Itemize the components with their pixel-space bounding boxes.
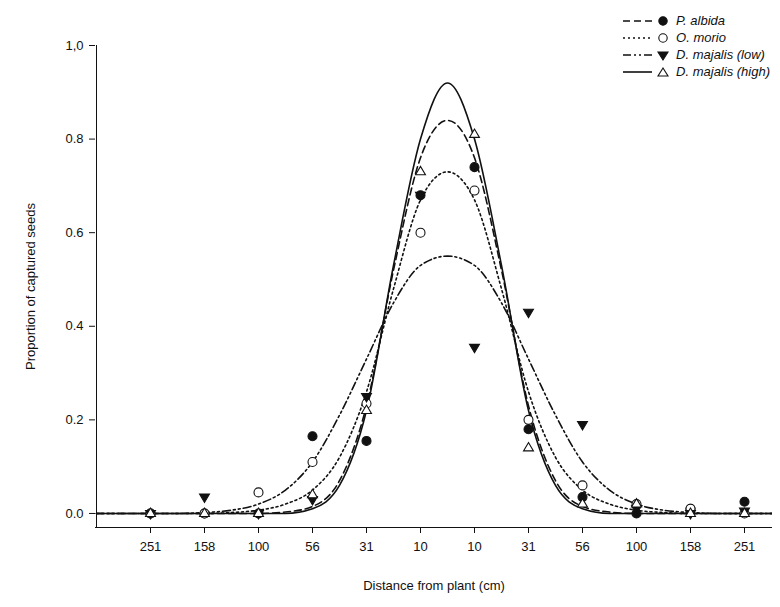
- svg-text:1,0: 1,0: [65, 38, 83, 53]
- svg-text:Proportion of captured seeds: Proportion of captured seeds: [23, 203, 38, 370]
- svg-text:0.6: 0.6: [65, 225, 83, 240]
- svg-text:31: 31: [359, 539, 373, 554]
- html-text:D. majalis (low): D. majalis (low): [676, 47, 765, 62]
- svg-text:100: 100: [248, 539, 270, 554]
- svg-text:0.4: 0.4: [65, 318, 83, 333]
- svg-text:10: 10: [467, 539, 481, 554]
- html-text:O. morio: O. morio: [676, 30, 726, 45]
- html-text:P. albida: P. albida: [676, 13, 725, 28]
- svg-text:251: 251: [140, 539, 162, 554]
- svg-text:0.0: 0.0: [65, 506, 83, 521]
- svg-text:0.8: 0.8: [65, 131, 83, 146]
- svg-text:251: 251: [734, 539, 756, 554]
- svg-text:100: 100: [626, 539, 648, 554]
- svg-text:10: 10: [413, 539, 427, 554]
- svg-text:0.2: 0.2: [65, 412, 83, 427]
- svg-text:56: 56: [305, 539, 319, 554]
- svg-text:158: 158: [194, 539, 216, 554]
- svg-text:158: 158: [680, 539, 702, 554]
- html-text:D. majalis (high): D. majalis (high): [676, 64, 770, 79]
- svg-text:Distance from plant (cm): Distance from plant (cm): [363, 578, 505, 593]
- svg-text:31: 31: [521, 539, 535, 554]
- svg-text:56: 56: [575, 539, 589, 554]
